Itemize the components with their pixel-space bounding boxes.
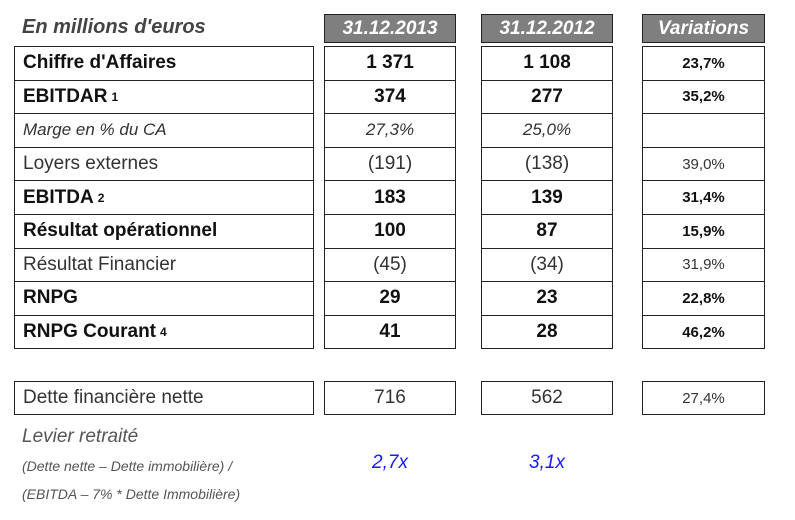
leverage-2013: 2,7x: [372, 452, 408, 473]
row-label: RNPG Courant 4: [14, 314, 314, 350]
value-2013: 29: [324, 281, 456, 316]
variation: 39,0%: [642, 146, 765, 182]
variation: 23,7%: [642, 46, 765, 81]
row-label: Loyers externes: [14, 146, 314, 182]
value-2012: 23: [481, 281, 613, 316]
variation: 31,4%: [642, 180, 765, 215]
variation: 46,2%: [642, 314, 765, 350]
footnote-ref: 1: [111, 89, 119, 104]
value-2012: 139: [481, 180, 613, 215]
value-2013: 41: [324, 314, 456, 350]
footnote-ref: 2: [97, 190, 105, 205]
value-2013: 183: [324, 180, 456, 215]
row-label: Marge en % du CA: [14, 113, 314, 148]
leverage-2012: 3,1x: [529, 452, 565, 473]
value-2012: 87: [481, 214, 613, 249]
value-2012: (138): [481, 146, 613, 182]
column-header: 31.12.2012: [481, 14, 613, 43]
value-2013: (191): [324, 146, 456, 182]
value-2013: 100: [324, 214, 456, 249]
row-label: RNPG: [14, 281, 314, 316]
column-header: Variations: [642, 14, 765, 43]
leverage-label: Levier retraité: [22, 426, 139, 447]
value-2013: 1 371: [324, 46, 456, 81]
row-label: EBITDAR 1: [14, 79, 314, 115]
variation: [642, 113, 765, 148]
value-2012: 25,0%: [481, 113, 613, 148]
value-2013: (45): [324, 247, 456, 283]
variation: 31,9%: [642, 247, 765, 283]
row-label: Résultat Financier: [14, 247, 314, 283]
header-label: En millions d'euros: [22, 16, 206, 38]
row-label: Dette financière nette: [14, 381, 314, 415]
value-2012: 28: [481, 314, 613, 350]
value-2013: 716: [324, 381, 456, 415]
variation: 15,9%: [642, 214, 765, 249]
variation: 22,8%: [642, 281, 765, 316]
footnote-ref: 4: [160, 325, 167, 340]
value-2013: 374: [324, 79, 456, 115]
column-header: 31.12.2013: [324, 14, 456, 43]
value-2012: 1 108: [481, 46, 613, 81]
value-2012: (34): [481, 247, 613, 283]
row-label: EBITDA 2: [14, 180, 314, 215]
value-2012: 562: [481, 381, 613, 415]
value-2013: 27,3%: [324, 113, 456, 148]
row-label: Chiffre d'Affaires: [14, 46, 314, 81]
leverage-formula: (Dette nette – Dette immobilière) /: [22, 458, 233, 474]
value-2012: 277: [481, 79, 613, 115]
variation: 27,4%: [642, 381, 765, 415]
leverage-formula: (EBITDA – 7% * Dette Immobilière): [22, 486, 241, 502]
row-label: Résultat opérationnel: [14, 214, 314, 249]
variation: 35,2%: [642, 79, 765, 115]
